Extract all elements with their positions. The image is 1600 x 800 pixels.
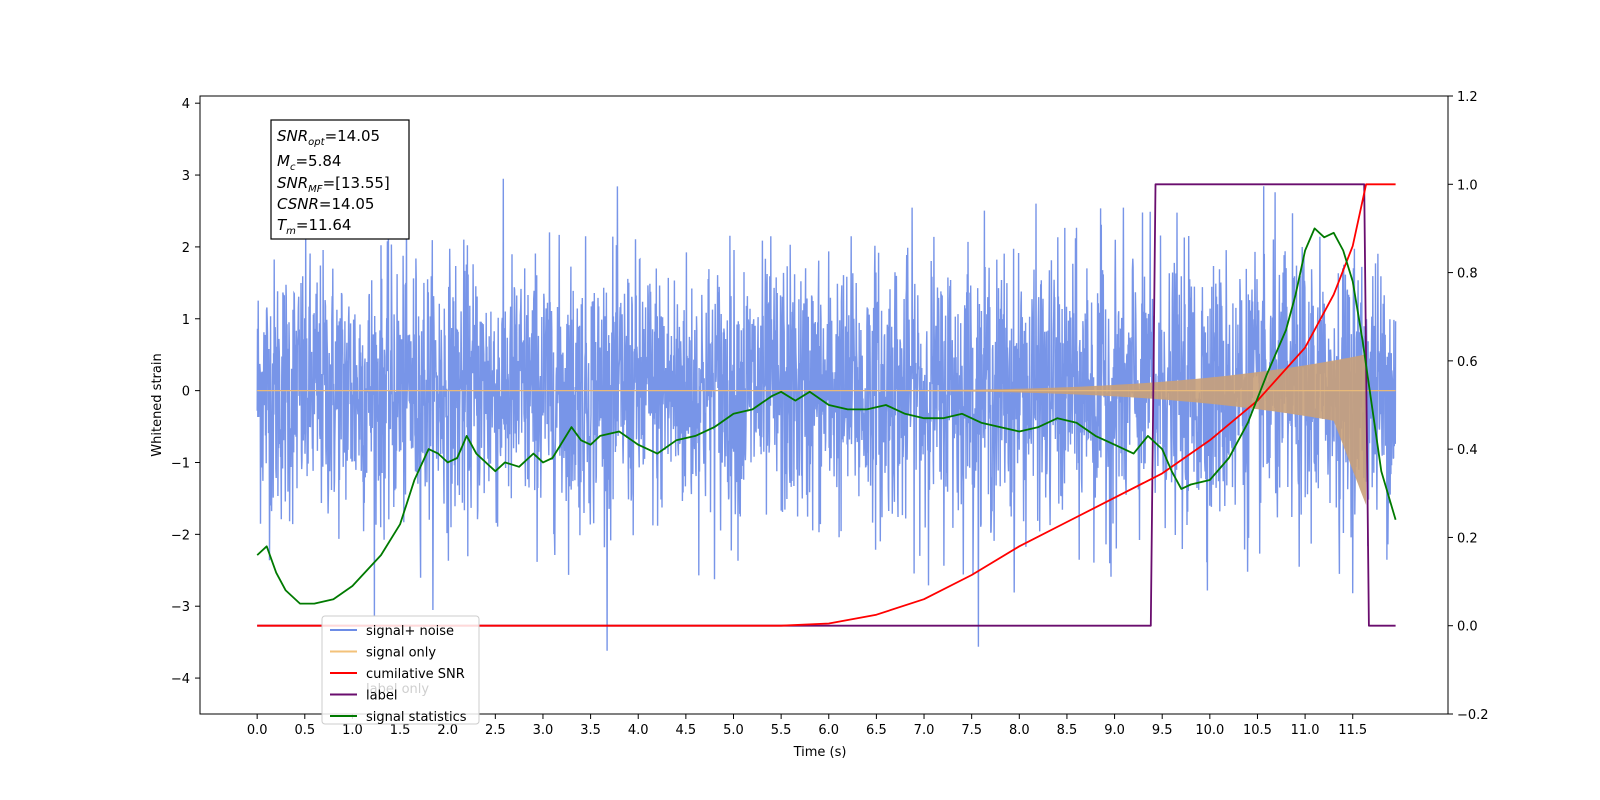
x-tick-label: 5.5 xyxy=(771,723,792,738)
y2-tick-label: 0.2 xyxy=(1457,531,1478,546)
x-tick-label: 10.0 xyxy=(1195,723,1224,738)
legend-label: label xyxy=(366,689,397,704)
series-cumilative-snr xyxy=(257,183,1396,627)
legend: label only signal+ noise signal only cumila… xyxy=(321,615,480,725)
annotation-box: SNRopt=14.05 Mc=5.84 SNRMF=[13.55] CSNR=… xyxy=(270,119,410,240)
x-tick-label: 7.5 xyxy=(961,723,982,738)
plot-frame xyxy=(199,95,1449,715)
x-tick-label: 4.0 xyxy=(628,723,649,738)
y-tick-label: 1 xyxy=(182,313,190,328)
x-tick-label: 9.0 xyxy=(1104,723,1125,738)
x-tick-label: 10.5 xyxy=(1243,723,1272,738)
annotation-tm: Tm=11.64 xyxy=(277,216,351,237)
y2-tick-label: 0.4 xyxy=(1457,443,1478,458)
series-signal-statistics xyxy=(256,227,1397,605)
x-tick-label: 0.5 xyxy=(294,723,315,738)
series-label xyxy=(257,183,1396,627)
annotation-mc: Mc=5.84 xyxy=(277,152,341,173)
y-axis-label: Whitened strain xyxy=(150,353,165,456)
legend-label: cumilative SNR xyxy=(366,667,465,682)
x-tick-label: 3.0 xyxy=(533,723,554,738)
x-tick-label: 8.5 xyxy=(1057,723,1078,738)
signal-noise-series xyxy=(256,178,1397,651)
y-tick-label: 2 xyxy=(182,241,190,256)
x-tick-label: 7.0 xyxy=(914,723,935,738)
x-axis-label: Time (s) xyxy=(793,745,847,760)
x-axis: 0.0 0.5 1.0 1.5 2.0 2.5 3.0 3.5 4.0 4.5 5.0 5.5 6.0 6… xyxy=(247,714,1367,738)
y2-tick-label: 1.2 xyxy=(1457,90,1478,105)
x-tick-label: 5.0 xyxy=(723,723,744,738)
x-tick-label: 6.5 xyxy=(866,723,887,738)
x-tick-label: 9.5 xyxy=(1152,723,1173,738)
legend-label: signal statistics xyxy=(366,710,467,725)
signal-only-band xyxy=(257,354,1367,505)
legend-label: signal only xyxy=(366,646,436,661)
x-tick-label: 1.0 xyxy=(342,723,363,738)
y-tick-label: −4 xyxy=(171,672,190,687)
x-tick-label: 6.0 xyxy=(818,723,839,738)
annotation-csnr: CSNR=14.05 xyxy=(277,195,374,213)
legend-ghost-text: label only xyxy=(366,682,429,697)
right-axis-series xyxy=(256,183,1397,627)
x-tick-label: 2.0 xyxy=(437,723,458,738)
y-tick-label: 3 xyxy=(182,169,190,184)
y2-tick-label: −0.2 xyxy=(1457,708,1489,723)
signal-noise-line xyxy=(256,178,1397,651)
y2-tick-label: 1.0 xyxy=(1457,178,1478,193)
y-axis-right: 1.2 1.0 0.8 0.6 0.4 0.2 0.0 −0.2 xyxy=(1448,90,1489,723)
x-tick-label: 8.0 xyxy=(1009,723,1030,738)
x-tick-label: 11.5 xyxy=(1338,723,1367,738)
legend-label: signal+ noise xyxy=(366,624,454,639)
signal-only-series xyxy=(257,354,1396,505)
y-tick-label: −2 xyxy=(171,528,190,543)
y-tick-label: 4 xyxy=(182,97,190,112)
x-tick-label: 2.5 xyxy=(485,723,506,738)
x-tick-label: 4.5 xyxy=(676,723,697,738)
y-axis-left: 4 3 2 1 0 −1 −2 −3 −4 xyxy=(171,97,200,687)
annotation-snr-opt: SNRopt=14.05 xyxy=(277,127,380,148)
x-tick-label: 0.0 xyxy=(247,723,268,738)
x-tick-label: 11.0 xyxy=(1291,723,1320,738)
y2-tick-label: 0.6 xyxy=(1457,355,1478,370)
y2-tick-label: 0.8 xyxy=(1457,267,1478,282)
y-tick-label: −3 xyxy=(171,600,190,615)
x-tick-label: 3.5 xyxy=(580,723,601,738)
y-tick-label: 0 xyxy=(182,385,190,400)
y-tick-label: −1 xyxy=(171,456,190,471)
y2-tick-label: 0.0 xyxy=(1457,620,1478,635)
annotation-snr-mf: SNRMF=[13.55] xyxy=(277,174,390,195)
x-tick-label: 1.5 xyxy=(390,723,411,738)
